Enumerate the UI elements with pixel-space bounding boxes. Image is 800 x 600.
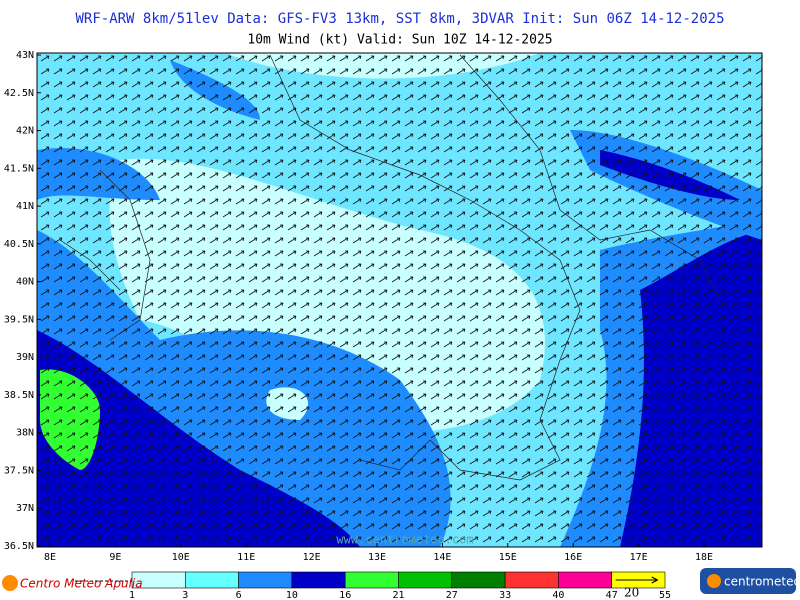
colorbar-label: 10 xyxy=(286,590,298,600)
colorbar-bin xyxy=(451,571,506,589)
colorbar-label: 3 xyxy=(182,590,188,600)
lat-label: 41N xyxy=(16,201,34,212)
colorbar-label: 27 xyxy=(446,590,458,600)
lat-label: 40N xyxy=(16,277,34,288)
colorbar-bin xyxy=(238,571,293,589)
lat-label: 38N xyxy=(16,428,34,439)
lat-label: 37N xyxy=(16,503,34,514)
title: WRF-ARW 8km/51lev Data: GFS-FV3 13km, SS… xyxy=(75,11,724,27)
left-logo: Centro Meteo Apulia xyxy=(20,577,143,591)
colorbar-bin xyxy=(291,571,346,589)
colorbar-label: 55 xyxy=(659,590,671,600)
lon-label: 13E xyxy=(368,552,386,563)
subtitle: 10m Wind (kt) Valid: Sun 10Z 14-12-2025 xyxy=(247,33,552,48)
lat-label: 39N xyxy=(16,352,34,363)
colorbar-label: 40 xyxy=(552,590,564,600)
lon-label: 8E xyxy=(44,552,56,563)
right-logo-box xyxy=(700,568,796,594)
lon-label: 12E xyxy=(303,552,321,563)
colorbar-bin xyxy=(504,571,559,589)
colorbar-bin xyxy=(344,571,399,589)
lon-label: 14E xyxy=(433,552,451,563)
colorbar: 1 3 6 10 16 21 27 33 40 47 55 20 xyxy=(75,571,671,600)
lon-label: 17E xyxy=(630,552,648,563)
colorbar-label: 33 xyxy=(499,590,511,600)
reference-arrow xyxy=(615,576,658,584)
lon-label: 9E xyxy=(109,552,121,563)
map-frame xyxy=(36,52,763,548)
colorbar-bin xyxy=(185,571,239,589)
colorbar-label: 47 xyxy=(606,590,618,600)
lon-label: 18E xyxy=(695,552,713,563)
lat-label: 40.5N xyxy=(4,239,34,250)
lat-label: 41.5N xyxy=(4,163,34,174)
lon-label: 16E xyxy=(564,552,582,563)
colorbar-label: 1 xyxy=(129,590,135,600)
right-logo-icon xyxy=(707,574,721,588)
lat-label: 37.5N xyxy=(4,465,34,476)
watermark: www.centrometeo.com xyxy=(336,533,473,547)
colorbar-label: 6 xyxy=(236,590,242,600)
colorbar-label: 21 xyxy=(392,590,404,600)
right-logo: centrometeo xyxy=(724,575,800,589)
colorbar-bin xyxy=(398,571,453,589)
lat-label: 42.5N xyxy=(4,88,34,99)
lat-label: 42N xyxy=(16,126,34,137)
colorbar-label: 16 xyxy=(339,590,351,600)
reference-arrow-label: 20 xyxy=(624,586,639,600)
lat-label: 36.5N xyxy=(4,541,34,552)
lon-label: 11E xyxy=(237,552,255,563)
lat-label: 43N xyxy=(16,50,34,61)
colorbar-bin xyxy=(558,571,613,589)
lon-label: 10E xyxy=(172,552,190,563)
map-field xyxy=(37,53,762,547)
lat-label: 38.5N xyxy=(4,390,34,401)
axes: 43N 42.5N 42N 41.5N 41N 40.5N 40N 39.5N 39N 38.5N… xyxy=(4,50,713,563)
left-logo-icon xyxy=(2,575,18,591)
lon-label: 15E xyxy=(499,552,517,563)
lat-label: 39.5N xyxy=(4,314,34,325)
